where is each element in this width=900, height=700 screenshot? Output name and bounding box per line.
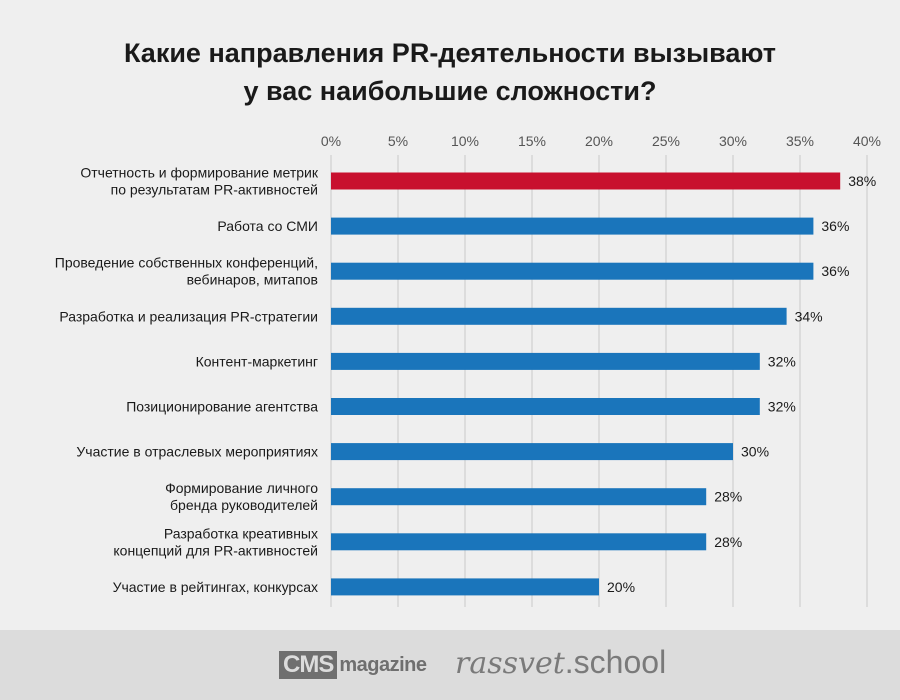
bar xyxy=(331,217,814,235)
category-label-line: вебинаров, митапов xyxy=(187,272,318,288)
category-label-line: Формирование личного xyxy=(165,480,318,496)
bar-value-label: 38% xyxy=(848,173,876,189)
category-label: Отчетность и формирование метрик по резул… xyxy=(80,165,319,198)
bar xyxy=(331,262,814,280)
cms-logo-text: magazine xyxy=(339,653,427,676)
bar-value-label: 32% xyxy=(768,399,796,415)
category-label-line: Разработка креативных xyxy=(164,525,318,541)
footer: CMS magazine rassvet .school xyxy=(0,630,900,700)
category-label-line: бренда руководителей xyxy=(170,497,318,513)
category-label-line: Отчетность и формирование метрик xyxy=(80,165,319,181)
category-label-line: Участие в отраслевых мероприятиях xyxy=(76,444,318,460)
bar-value-label: 32% xyxy=(768,353,796,369)
bar xyxy=(331,443,733,461)
x-tick-label: 20% xyxy=(585,133,613,149)
category-label-line: Проведение собственных конференций, xyxy=(55,255,318,271)
bar-value-label: 30% xyxy=(741,444,769,460)
category-label-line: Участие в рейтингах, конкурсах xyxy=(113,579,318,595)
x-tick-label: 5% xyxy=(388,133,408,149)
category-label: Контент-маркетинг xyxy=(196,353,318,369)
bar-value-label: 36% xyxy=(821,218,849,234)
x-tick-label: 15% xyxy=(518,133,546,149)
x-tick-label: 10% xyxy=(451,133,479,149)
category-label-line: Разработка и реализация PR-стратегии xyxy=(59,308,318,324)
bar xyxy=(331,172,841,190)
bar xyxy=(331,307,787,325)
category-label: Проведение собственных конференций, вебин… xyxy=(55,255,318,288)
bar xyxy=(331,398,760,415)
x-tick-label: 0% xyxy=(321,133,341,149)
rassvet-logo-suffix: .school xyxy=(564,644,667,680)
bar-value-label: 36% xyxy=(821,263,849,279)
chart-title-line-1: Какие направления PR-деятельности вызыва… xyxy=(124,38,776,68)
category-label-line: Позиционирование агентства xyxy=(126,399,318,415)
bar xyxy=(331,488,707,506)
category-label-line: концепций для PR-активностей xyxy=(113,542,318,558)
bar-value-label: 34% xyxy=(795,308,823,324)
x-tick-label: 40% xyxy=(853,133,881,149)
bar xyxy=(331,352,760,370)
category-label-line: по результатам PR-активностей xyxy=(111,182,318,198)
chart-title-line-2: у вас наибольшие сложности? xyxy=(243,76,657,106)
category-label: Формирование личного бренда руководителей xyxy=(165,480,318,513)
category-label: Работа со СМИ xyxy=(217,218,318,234)
category-label-line: Контент-маркетинг xyxy=(196,353,318,369)
x-tick-label: 25% xyxy=(652,133,680,149)
bar xyxy=(331,533,707,551)
bar-value-label: 20% xyxy=(607,579,635,595)
chart-title: Какие направления PR-деятельности вызыва… xyxy=(0,34,900,110)
x-tick-label: 35% xyxy=(786,133,814,149)
category-label-line: Работа со СМИ xyxy=(217,218,318,234)
cms-logo-box: CMS xyxy=(279,651,338,679)
cms-magazine-logo: CMS magazine xyxy=(279,651,427,679)
category-label: Разработка и реализация PR-стратегии xyxy=(59,308,318,324)
bar-value-label: 28% xyxy=(714,534,742,550)
bar-value-label: 28% xyxy=(714,489,742,505)
category-label: Участие в отраслевых мероприятиях xyxy=(76,444,318,460)
category-label: Участие в рейтингах, конкурсах xyxy=(113,579,318,595)
x-tick-label: 30% xyxy=(719,133,747,149)
rassvet-school-logo: rassvet .school xyxy=(455,644,666,681)
category-label: Разработка креативных концепций для PR-ак… xyxy=(113,525,318,558)
rassvet-logo-name: rassvet xyxy=(455,646,565,681)
category-label: Позиционирование агентства xyxy=(126,399,318,415)
bar xyxy=(331,578,599,596)
bar-chart: 0% 5% 10% 15% 20% 25% 30% 35% 40% 38% Отчетность и… xyxy=(55,133,881,607)
